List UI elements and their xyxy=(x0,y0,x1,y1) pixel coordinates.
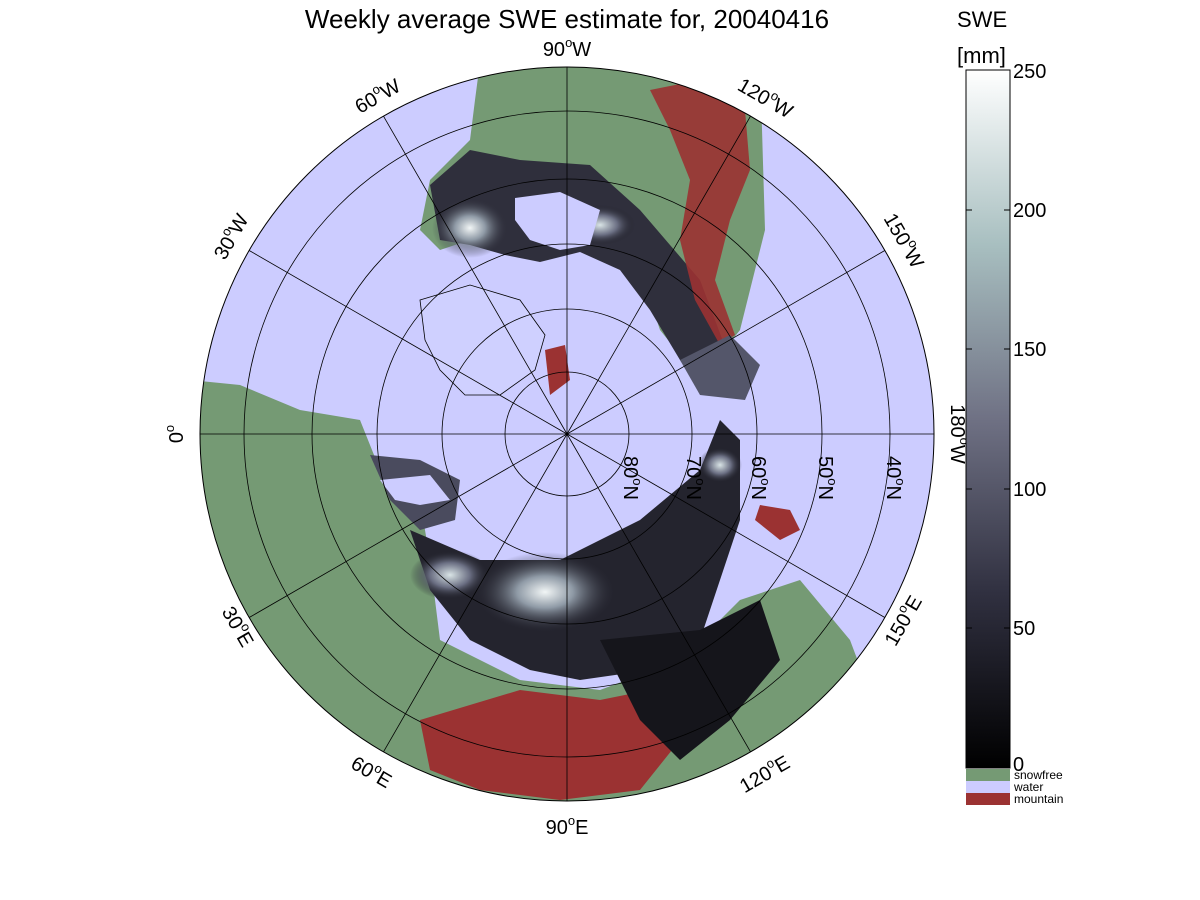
colorbar-gradient xyxy=(965,69,1011,769)
alaska xyxy=(680,335,760,400)
lat-label-40: 40oN xyxy=(882,456,908,500)
colorbar-tick-label: 0 xyxy=(1013,754,1024,776)
polar-map: 0o 30oW 60oW 90oW 120oW 150oW 180oW 150o… xyxy=(162,35,972,839)
lat-label-80: 80oN xyxy=(619,456,645,500)
colorbar-label-swe: SWE xyxy=(957,7,1007,32)
colorbar: SWE [mm] 0 50 100 150 200 250 xyxy=(957,7,1046,776)
colorbar-tick-labels: 0 50 100 150 200 250 xyxy=(1013,61,1046,776)
legend-swatch-water xyxy=(966,781,1010,793)
himalaya-mountains xyxy=(420,690,680,800)
map-border xyxy=(199,66,935,802)
colorbar-tick-label: 50 xyxy=(1013,618,1035,640)
legend-swatch-snowfree xyxy=(966,769,1010,781)
snow-peak-siberia xyxy=(475,552,615,632)
colorbar-tick-label: 250 xyxy=(1013,61,1046,83)
north-america-snowcover xyxy=(430,150,730,390)
lat-label-50: 50oN xyxy=(814,456,840,500)
greenland-mountain xyxy=(545,345,570,395)
colorbar-ticks xyxy=(966,69,1010,769)
lat-label-60: 60oN xyxy=(747,456,773,500)
rocky-mountains xyxy=(650,80,750,345)
lon-label-90e: 90oE xyxy=(546,813,589,839)
legend-label-water: water xyxy=(1013,780,1043,794)
lon-label-0: 0o xyxy=(162,425,188,443)
baltic-sea xyxy=(380,475,450,505)
snow-peak-ural xyxy=(410,550,490,600)
asia-dark-snow xyxy=(600,600,780,760)
kamchatka xyxy=(755,505,800,540)
colorbar-label-unit: [mm] xyxy=(957,43,1006,68)
latitude-labels: 80oN 70oN 60oN 50oN 40oN xyxy=(619,456,908,500)
snow-peak-east-siberia xyxy=(698,447,742,483)
hudson-bay xyxy=(515,192,600,250)
colorbar-tick-label: 100 xyxy=(1013,479,1046,501)
lon-label-180w: 180oW xyxy=(946,404,972,464)
legend-label-snowfree: snowfree xyxy=(1014,768,1063,782)
snow-peak-na-east xyxy=(432,198,508,258)
colorbar-tick-label: 150 xyxy=(1013,339,1046,361)
lat-label-70: 70oN xyxy=(682,456,708,500)
category-legend: snowfree water mountain xyxy=(966,768,1063,806)
chart-title: Weekly average SWE estimate for, 2004041… xyxy=(305,4,829,34)
meridians xyxy=(200,67,934,801)
legend-swatch-mountain xyxy=(966,793,1010,805)
colorbar-tick-label: 200 xyxy=(1013,200,1046,222)
lon-label-90w: 90oW xyxy=(543,35,591,61)
legend-label-mountain: mountain xyxy=(1014,792,1063,806)
